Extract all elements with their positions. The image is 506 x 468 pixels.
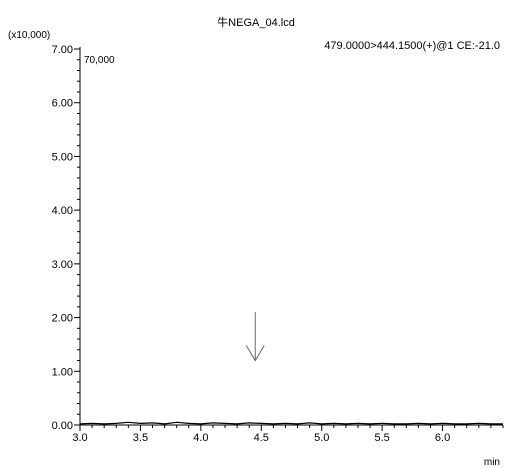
series-group xyxy=(79,421,503,425)
annotation-arrow xyxy=(245,312,265,362)
arrow-head xyxy=(245,345,265,362)
chart-subtitle: 479.0000>444.1500(+)@1 CE:-21.0 xyxy=(324,40,500,52)
y-tick-label: 3.00 xyxy=(52,259,73,271)
axes xyxy=(79,47,503,427)
y-axis-label: (x10,000) xyxy=(8,30,50,41)
y-tick-label: 2.00 xyxy=(52,313,73,325)
x-tick-label: 3.5 xyxy=(133,432,148,444)
y-tick-label: 5.00 xyxy=(52,151,73,163)
x-tick-label: 4.0 xyxy=(193,432,208,444)
ticks: 0.00 1.00 2.00 3.00 4.00 5.00 6.00 7.00 3.0 3.5 4.… xyxy=(52,44,504,444)
y-tick-label: 0.00 xyxy=(52,420,73,432)
x-axis-label: min xyxy=(484,457,500,468)
x-tick-label: 6.0 xyxy=(435,432,450,444)
chart-title: 牛NEGA_04.lcd xyxy=(217,15,295,29)
intensity-label: 70,000 xyxy=(84,55,115,66)
annotations xyxy=(245,312,265,362)
y-tick-label: 1.00 xyxy=(52,366,73,378)
x-tick-label: 4.5 xyxy=(254,432,269,444)
x-tick-label: 5.0 xyxy=(314,432,329,444)
y-tick-label: 4.00 xyxy=(52,205,73,217)
x-tick-label: 3.0 xyxy=(72,432,87,444)
y-tick-label: 7.00 xyxy=(52,44,73,56)
x-tick-label: 5.5 xyxy=(374,432,389,444)
series-line xyxy=(79,421,503,425)
y-tick-label: 6.00 xyxy=(52,98,73,110)
